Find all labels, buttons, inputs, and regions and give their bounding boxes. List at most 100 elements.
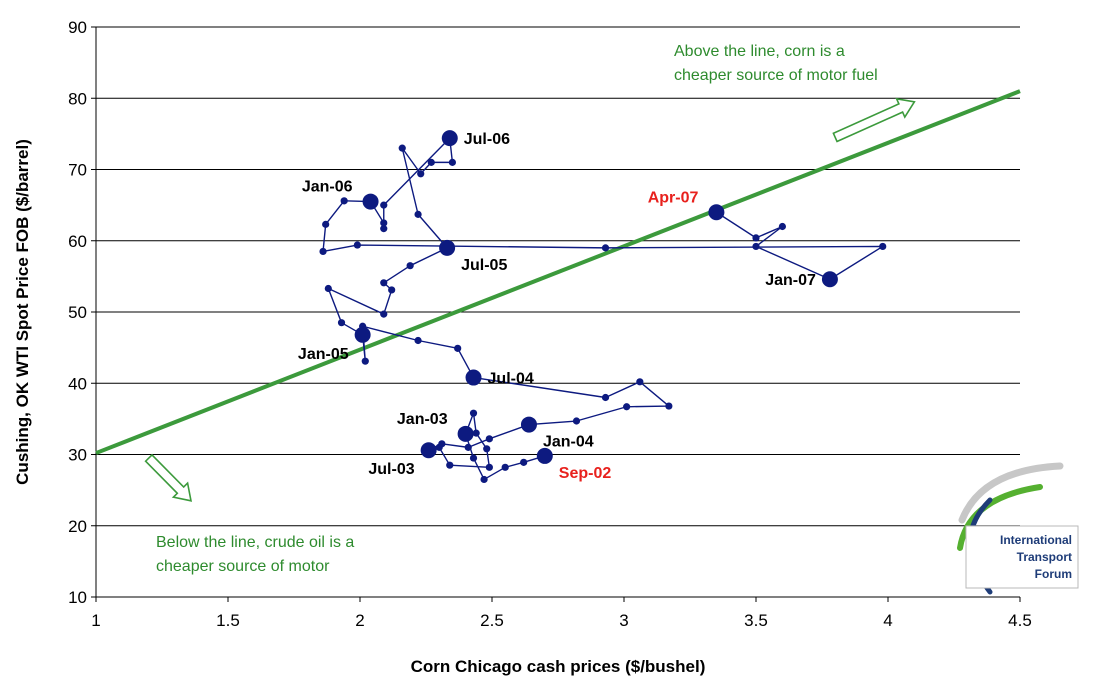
below-line-note-1: Below the line, crude oil is a <box>156 534 354 551</box>
path-point <box>778 222 787 231</box>
above-line-note-1: Above the line, corn is a <box>674 43 845 60</box>
path-point <box>380 225 388 233</box>
path-point <box>322 220 330 228</box>
date-label-Jul-05: Jul-05 <box>461 257 507 274</box>
below-line-note-2: cheaper source of motor <box>156 558 330 575</box>
path-point <box>380 310 388 318</box>
y-tick-label: 60 <box>68 232 87 251</box>
y-tick-label: 20 <box>68 517 87 536</box>
major-point-Jan-05 <box>354 326 371 343</box>
x-tick-label: 1.5 <box>216 611 240 630</box>
logo-line-3: Forum <box>1035 567 1072 581</box>
itf-logo: International Transport Forum <box>957 462 1079 595</box>
path-point <box>337 319 346 327</box>
path-point <box>636 378 644 386</box>
x-tick-label: 3 <box>619 611 628 630</box>
y-tick-label: 80 <box>68 89 87 108</box>
date-label-Jul-03: Jul-03 <box>368 461 414 478</box>
x-tick-label: 3.5 <box>744 611 768 630</box>
path-point <box>572 417 581 425</box>
major-point-Apr-07 <box>708 204 725 221</box>
path-point <box>601 244 610 252</box>
path-point <box>520 458 528 466</box>
y-axis-title: Cushing, OK WTI Spot Price FOB ($/barrel… <box>13 139 32 485</box>
path-point <box>324 284 332 293</box>
y-tick-label: 10 <box>68 588 87 607</box>
path-point <box>485 463 493 471</box>
path-point <box>319 247 327 256</box>
path-point <box>752 242 760 251</box>
path-points <box>319 130 887 484</box>
major-point-Jul-03 <box>420 442 437 459</box>
x-tick-label: 2.5 <box>480 611 504 630</box>
path-point <box>414 336 422 345</box>
major-point-Sep-02 <box>536 447 553 464</box>
path-point <box>361 357 369 365</box>
date-labels: Jul-06 Jan-06 Apr-07 Jul-05 Jan-07 Jan-05 Jul-… <box>298 131 816 482</box>
breakeven-line <box>95 89 1021 455</box>
date-label-Jan-07: Jan-07 <box>765 272 816 289</box>
y-tick-label: 70 <box>68 161 87 180</box>
arrow-up-icon <box>832 97 916 143</box>
path-point <box>388 286 396 294</box>
logo-line-2: Transport <box>1017 550 1072 564</box>
x-tick-label: 1 <box>91 611 100 630</box>
major-point-Jan-04 <box>520 416 537 433</box>
arrow-down-icon <box>144 453 193 502</box>
y-tick-label: 50 <box>68 303 87 322</box>
path-point <box>380 201 388 209</box>
path-point <box>665 402 673 410</box>
path-point <box>427 158 435 166</box>
path-point <box>623 403 631 411</box>
y-tick-label: 90 <box>68 18 87 37</box>
price-path <box>322 137 884 481</box>
path-point <box>469 454 478 462</box>
logo-box <box>965 525 1079 589</box>
arrows <box>144 97 916 502</box>
date-label-Jan-05: Jan-05 <box>298 346 349 363</box>
logo-line-1: International <box>1000 533 1072 547</box>
path-point <box>380 219 388 227</box>
path-point <box>417 170 425 178</box>
x-axis-title: Corn Chicago cash prices ($/bushel) <box>411 657 706 676</box>
path-point <box>438 440 446 448</box>
logo-swoosh-gray <box>958 462 1064 524</box>
date-label-Jul-04: Jul-04 <box>488 371 534 388</box>
path-point <box>454 344 462 352</box>
grid-lines <box>96 26 1020 527</box>
path-point <box>448 158 456 166</box>
path-point <box>398 144 406 152</box>
major-point-Jan-03 <box>457 425 474 442</box>
path-point <box>464 443 472 451</box>
path-point <box>501 463 509 471</box>
path-point <box>483 445 491 453</box>
path-point <box>380 279 388 287</box>
date-label-Jan-03: Jan-03 <box>397 411 448 428</box>
path-point <box>469 409 478 417</box>
path-point <box>485 435 493 443</box>
y-tick-label: 30 <box>68 446 87 465</box>
date-label-Jul-06: Jul-06 <box>464 131 510 148</box>
date-label-Jan-04: Jan-04 <box>543 434 594 451</box>
major-point-Jan-06 <box>362 193 379 210</box>
path-point <box>752 234 760 242</box>
x-tick-label: 2 <box>355 611 364 630</box>
major-point-Jul-06 <box>441 130 458 147</box>
path-point <box>480 475 488 484</box>
major-point-Jul-05 <box>439 239 456 256</box>
major-point-Jul-04 <box>465 369 482 386</box>
date-label-Apr-07: Apr-07 <box>648 189 699 206</box>
above-line-note-2: cheaper source of motor fuel <box>674 67 878 84</box>
axis-ticks: 10 20 30 40 50 60 70 80 90 1 1.5 2 2.5 3 3.5 4 4.5 <box>68 18 1032 630</box>
date-label-Jan-06: Jan-06 <box>302 179 353 196</box>
major-point-Jan-07 <box>821 271 838 288</box>
path-point <box>353 241 361 249</box>
y-tick-label: 40 <box>68 374 87 393</box>
date-label-Sep-02: Sep-02 <box>559 465 612 482</box>
path-point <box>601 393 610 402</box>
path-point <box>406 262 414 270</box>
x-tick-label: 4.5 <box>1008 611 1032 630</box>
path-point <box>446 461 454 469</box>
path-point <box>414 210 422 218</box>
